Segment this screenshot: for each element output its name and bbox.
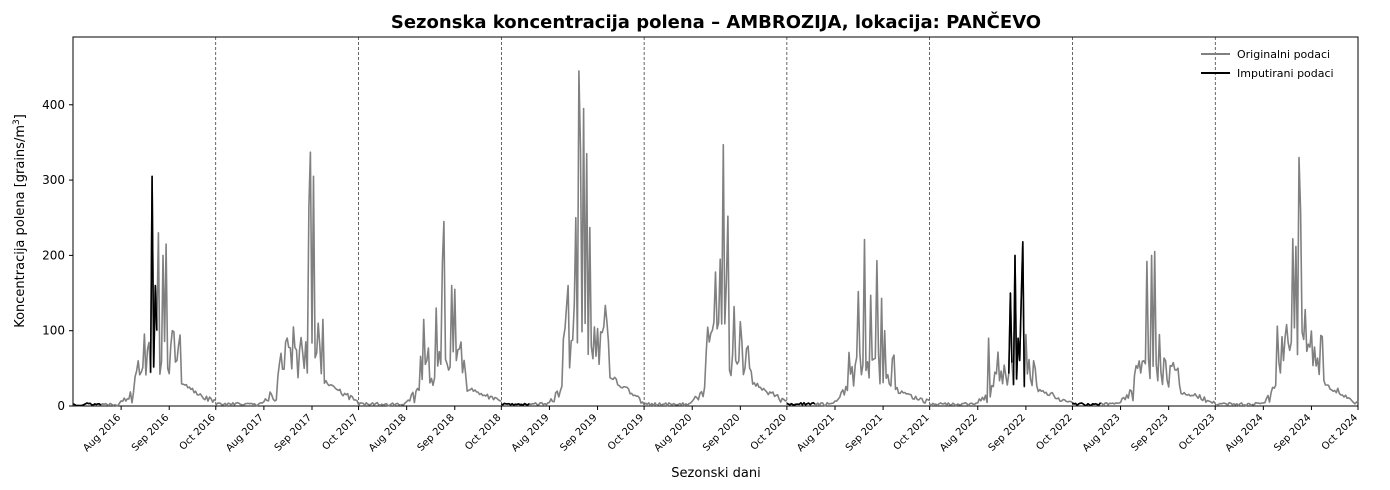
y-axis-label-end: ] <box>13 114 28 119</box>
x-tick-label: Aug 2020 <box>653 412 695 454</box>
x-tick-label: Sep 2017 <box>273 412 314 453</box>
x-tick-label: Oct 2016 <box>178 412 218 452</box>
x-tick-label: Sep 2024 <box>1272 412 1313 453</box>
x-tick-label: Aug 2024 <box>1224 412 1266 454</box>
x-tick-label: Sep 2016 <box>130 412 171 453</box>
legend-imputed-label: Imputirani podaci <box>1237 67 1334 80</box>
original-series-line <box>929 241 1073 407</box>
y-tick-label: 0 <box>57 399 65 413</box>
x-tick-label: Oct 2022 <box>1034 412 1074 452</box>
x-tick-label: Aug 2018 <box>367 412 409 454</box>
x-tick-label: Oct 2018 <box>463 412 503 452</box>
y-axis: 0 100 200 300 400 <box>42 98 73 413</box>
imputed-series-line <box>501 402 530 406</box>
original-series-line <box>1071 250 1216 407</box>
x-tick-label: Oct 2020 <box>749 412 789 452</box>
x-tick-label: Sep 2020 <box>701 412 742 453</box>
x-tick-label: Aug 2021 <box>795 412 837 454</box>
x-tick-label: Aug 2017 <box>224 412 266 454</box>
original-series-line <box>501 70 645 406</box>
x-tick-label: Sep 2021 <box>844 412 885 453</box>
y-tick-label: 200 <box>42 248 65 262</box>
original-series-line <box>786 238 931 407</box>
original-series-line <box>215 151 360 407</box>
imputed-series-line <box>786 401 816 406</box>
x-axis: Aug 2016 Sep 2016 Oct 2016 Aug 2017 Sep 2017… <box>81 406 1360 454</box>
legend: Originalni podaci Imputirani podaci <box>1201 48 1334 80</box>
x-tick-label: Sep 2019 <box>558 412 599 453</box>
y-tick-label: 400 <box>42 98 65 112</box>
original-series-line <box>1214 156 1359 407</box>
chart-title: Sezonska koncentracija polena – AMBROZIJ… <box>391 11 1041 33</box>
y-tick-label: 300 <box>42 173 65 187</box>
original-series-line <box>643 143 788 407</box>
plot-frame <box>72 36 1359 407</box>
x-tick-label: Oct 2019 <box>606 412 646 452</box>
x-tick-label: Aug 2022 <box>938 412 980 454</box>
x-tick-label: Oct 2021 <box>892 412 932 452</box>
y-axis-label-superscript: 3 <box>12 119 22 125</box>
x-tick-label: Oct 2023 <box>1177 412 1217 452</box>
legend-original-label: Originalni podaci <box>1237 48 1330 61</box>
x-tick-label: Oct 2017 <box>320 412 360 452</box>
original-series-line <box>72 175 217 407</box>
x-tick-label: Sep 2018 <box>416 412 457 453</box>
x-tick-label: Aug 2019 <box>510 412 552 454</box>
x-tick-label: Aug 2023 <box>1081 412 1123 454</box>
y-axis-label-main: Koncentracija polena [grains/m <box>13 125 28 328</box>
x-tick-label: Aug 2016 <box>81 412 123 454</box>
imputed-series-line <box>72 175 158 407</box>
x-tick-label: Oct 2024 <box>1320 412 1360 452</box>
x-axis-label: Sezonski dani <box>671 466 760 481</box>
original-series-line <box>357 220 502 407</box>
y-axis-label: Koncentracija polena [grains/m3] <box>12 114 28 328</box>
imputed-series-line <box>1071 402 1102 407</box>
y-tick-label: 100 <box>42 324 65 338</box>
x-tick-label: Sep 2023 <box>1129 412 1170 453</box>
imputed-series-line <box>1008 241 1026 387</box>
season-separators <box>215 37 1216 406</box>
series-lines <box>72 70 1359 407</box>
x-tick-label: Sep 2022 <box>987 412 1028 453</box>
